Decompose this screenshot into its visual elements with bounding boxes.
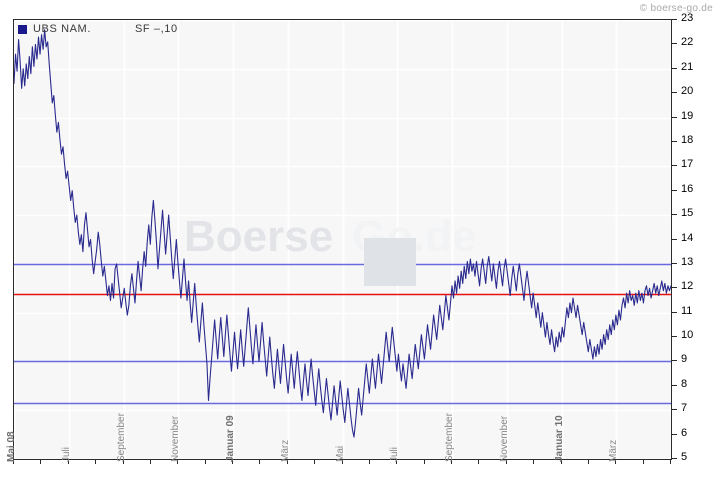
y-axis-tick-label: 10 bbox=[681, 329, 694, 342]
y-axis-tick-label: 22 bbox=[681, 36, 694, 49]
x-axis-month-label: Mai bbox=[334, 445, 346, 462]
x-axis-month-label: Juli bbox=[60, 446, 72, 462]
y-axis-tick-label: 5 bbox=[681, 451, 688, 463]
x-axis-month-label: März bbox=[279, 439, 291, 462]
x-axis-month-label: September bbox=[115, 413, 127, 462]
y-axis-tick-label: 15 bbox=[681, 207, 694, 220]
y-axis-tick-label: 11 bbox=[681, 304, 693, 317]
y-axis-tick-label: 21 bbox=[681, 60, 694, 73]
y-axis-tick-label: 6 bbox=[681, 426, 688, 439]
y-axis-tick-label: 9 bbox=[681, 353, 688, 366]
x-axis-month-label: Juli bbox=[389, 446, 401, 462]
x-axis-month-label: Januar 09 bbox=[225, 415, 236, 462]
x-axis-month-label: März bbox=[608, 439, 620, 462]
x-axis-month-label: Januar 10 bbox=[553, 415, 565, 462]
y-axis-tick-label: 19 bbox=[681, 109, 694, 122]
y-axis-tick-label: 12 bbox=[681, 280, 694, 293]
chart-plot-area bbox=[13, 19, 672, 460]
y-axis-tick-label: 23 bbox=[681, 12, 694, 24]
x-axis-month-label: November bbox=[170, 415, 182, 462]
y-axis-tick-label: 16 bbox=[681, 182, 694, 195]
y-axis-tick-label: 14 bbox=[681, 231, 694, 244]
y-axis-tick-label: 17 bbox=[681, 158, 694, 171]
y-axis-tick-label: 13 bbox=[681, 255, 694, 268]
watermark-text-go: Go.de bbox=[352, 212, 477, 261]
watermark-text-before: Boerse bbox=[184, 212, 334, 261]
x-axis-month-label: Mai 08 bbox=[6, 431, 17, 462]
x-axis-month-label: September bbox=[444, 413, 455, 462]
y-axis-tick-label: 7 bbox=[681, 402, 688, 415]
x-axis-month-label: November bbox=[498, 415, 510, 462]
y-axis-tick-label: 20 bbox=[681, 85, 694, 98]
y-axis-tick-label: 8 bbox=[681, 377, 688, 390]
copyright-watermark: © boerse-go.de bbox=[639, 3, 713, 14]
chart-canvas bbox=[14, 20, 671, 459]
y-axis-tick-label: 18 bbox=[681, 133, 694, 146]
